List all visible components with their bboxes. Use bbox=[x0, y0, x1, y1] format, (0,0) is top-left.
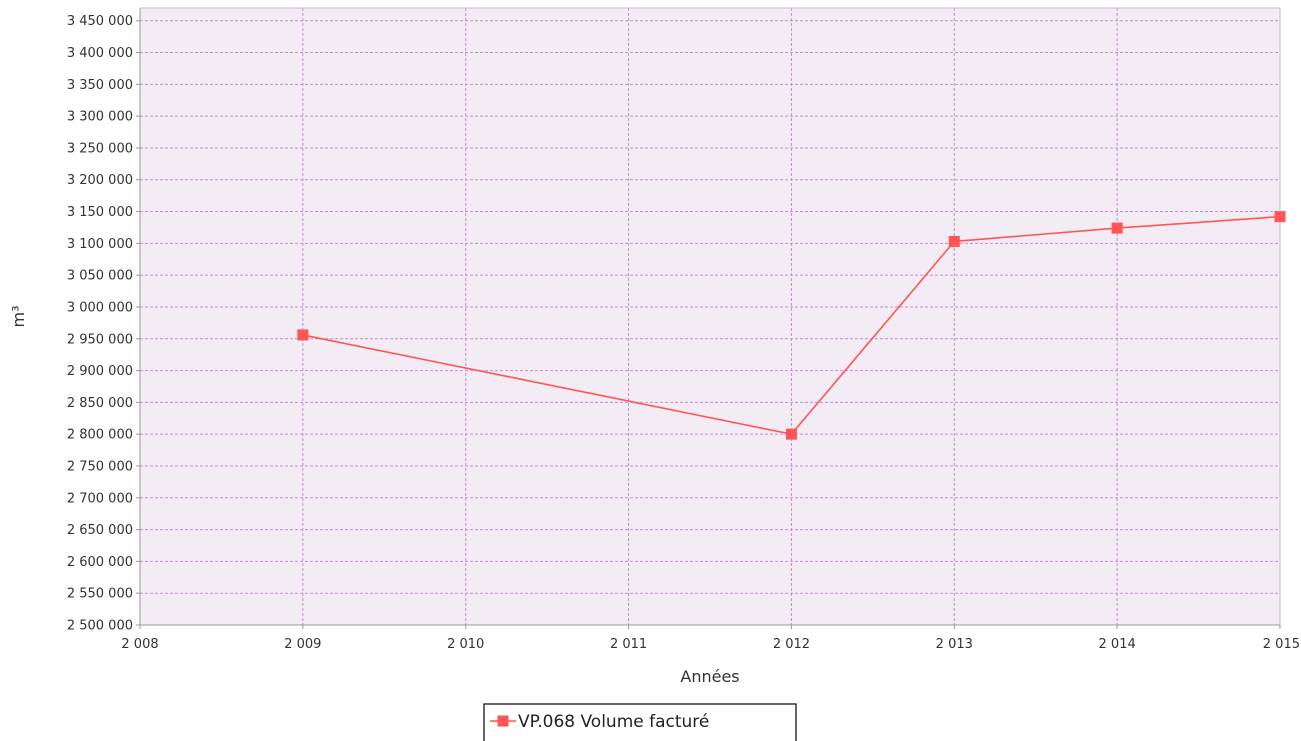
y-tick-label: 2 750 000 bbox=[67, 459, 133, 474]
y-axis-ticks: 2 500 000 2 550 000 2 600 000 2 650 000 2 70… bbox=[67, 14, 140, 634]
y-axis-title: m³ bbox=[9, 306, 28, 328]
y-tick-label: 2 600 000 bbox=[67, 555, 133, 570]
y-tick-label: 3 350 000 bbox=[67, 78, 133, 93]
legend-label: VP.068 Volume facturé bbox=[518, 712, 709, 732]
y-tick-label: 2 900 000 bbox=[67, 364, 133, 379]
x-tick-label: 2 011 bbox=[610, 637, 647, 652]
data-point-marker bbox=[948, 235, 960, 247]
x-tick-label: 2 008 bbox=[121, 637, 158, 652]
y-tick-label: 2 500 000 bbox=[67, 619, 133, 634]
y-tick-label: 2 800 000 bbox=[67, 428, 133, 443]
x-tick-label: 2 012 bbox=[773, 637, 810, 652]
y-tick-label: 2 950 000 bbox=[67, 332, 133, 347]
x-tick-label: 2 013 bbox=[936, 637, 973, 652]
data-point-marker bbox=[297, 329, 309, 341]
legend: VP.068 Volume facturé bbox=[483, 703, 797, 741]
legend-swatch-marker bbox=[497, 715, 509, 727]
y-tick-label: 3 200 000 bbox=[67, 173, 133, 188]
x-tick-label: 2 015 bbox=[1263, 637, 1300, 652]
y-tick-label: 2 650 000 bbox=[67, 523, 133, 538]
y-tick-label: 2 850 000 bbox=[67, 396, 133, 411]
x-axis-ticks: 2 008 2 009 2 010 2 011 2 012 2 013 2 014 2 015 bbox=[121, 625, 1300, 652]
y-tick-label: 2 550 000 bbox=[67, 587, 133, 602]
x-axis-title: Années bbox=[680, 667, 739, 686]
legend-box bbox=[483, 703, 797, 741]
y-tick-label: 3 300 000 bbox=[67, 110, 133, 125]
y-tick-label: 3 250 000 bbox=[67, 141, 133, 156]
y-tick-label: 3 450 000 bbox=[67, 14, 133, 29]
series-layer bbox=[297, 211, 1286, 440]
y-tick-label: 3 100 000 bbox=[67, 237, 133, 252]
y-tick-label: 3 400 000 bbox=[67, 46, 133, 61]
x-tick-label: 2 014 bbox=[1099, 637, 1136, 652]
x-tick-label: 2 010 bbox=[447, 637, 484, 652]
y-tick-label: 2 700 000 bbox=[67, 491, 133, 506]
y-tick-label: 3 050 000 bbox=[67, 269, 133, 284]
y-tick-label: 3 150 000 bbox=[67, 205, 133, 220]
data-point-marker bbox=[1111, 222, 1123, 234]
data-point-marker bbox=[785, 428, 797, 440]
y-tick-label: 3 000 000 bbox=[67, 300, 133, 315]
plot-area bbox=[140, 8, 1280, 625]
axes bbox=[139, 7, 1281, 626]
data-point-marker bbox=[1274, 211, 1286, 223]
x-tick-label: 2 009 bbox=[284, 637, 321, 652]
